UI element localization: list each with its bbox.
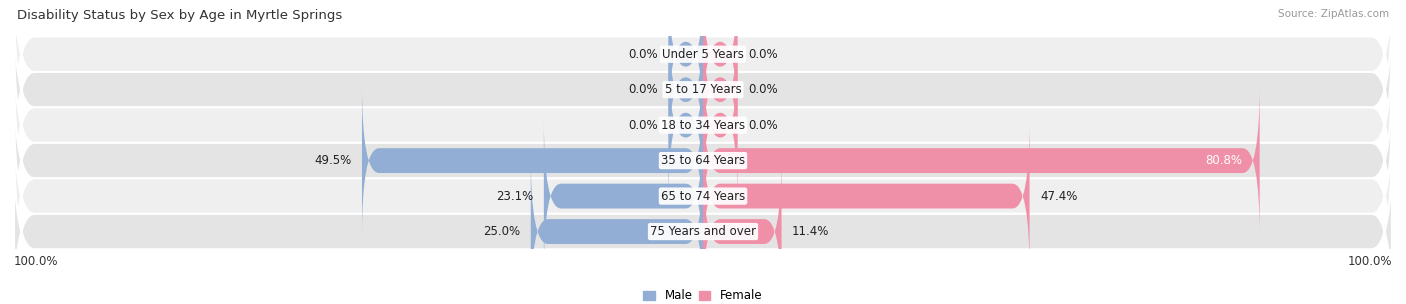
Text: Under 5 Years: Under 5 Years (662, 48, 744, 61)
FancyBboxPatch shape (703, 49, 738, 202)
Text: 23.1%: 23.1% (496, 190, 533, 202)
Text: 100.0%: 100.0% (1347, 254, 1392, 268)
FancyBboxPatch shape (544, 120, 703, 272)
FancyBboxPatch shape (703, 13, 738, 166)
Text: 11.4%: 11.4% (792, 225, 830, 238)
Text: Source: ZipAtlas.com: Source: ZipAtlas.com (1278, 9, 1389, 19)
FancyBboxPatch shape (14, 143, 1392, 304)
Text: 75 Years and over: 75 Years and over (650, 225, 756, 238)
FancyBboxPatch shape (14, 1, 1392, 178)
Text: 25.0%: 25.0% (484, 225, 520, 238)
Text: 0.0%: 0.0% (628, 48, 658, 61)
FancyBboxPatch shape (703, 120, 1029, 272)
Text: 65 to 74 Years: 65 to 74 Years (661, 190, 745, 202)
Text: 49.5%: 49.5% (315, 154, 352, 167)
FancyBboxPatch shape (669, 49, 703, 202)
FancyBboxPatch shape (703, 155, 782, 304)
Text: 5 to 17 Years: 5 to 17 Years (665, 83, 741, 96)
FancyBboxPatch shape (14, 36, 1392, 214)
FancyBboxPatch shape (14, 107, 1392, 285)
FancyBboxPatch shape (703, 85, 1260, 237)
Text: 0.0%: 0.0% (628, 119, 658, 132)
Text: 80.8%: 80.8% (1205, 154, 1243, 167)
Text: 100.0%: 100.0% (14, 254, 59, 268)
FancyBboxPatch shape (669, 13, 703, 166)
FancyBboxPatch shape (14, 72, 1392, 249)
Text: 0.0%: 0.0% (628, 83, 658, 96)
Text: 35 to 64 Years: 35 to 64 Years (661, 154, 745, 167)
Legend: Male, Female: Male, Female (638, 285, 768, 304)
FancyBboxPatch shape (703, 0, 738, 130)
Text: 0.0%: 0.0% (748, 83, 778, 96)
Text: 0.0%: 0.0% (748, 119, 778, 132)
Text: 47.4%: 47.4% (1040, 190, 1077, 202)
FancyBboxPatch shape (14, 0, 1392, 143)
Text: 0.0%: 0.0% (748, 48, 778, 61)
Text: Disability Status by Sex by Age in Myrtle Springs: Disability Status by Sex by Age in Myrtl… (17, 9, 342, 22)
FancyBboxPatch shape (669, 0, 703, 130)
FancyBboxPatch shape (361, 85, 703, 237)
FancyBboxPatch shape (531, 155, 703, 304)
Text: 18 to 34 Years: 18 to 34 Years (661, 119, 745, 132)
